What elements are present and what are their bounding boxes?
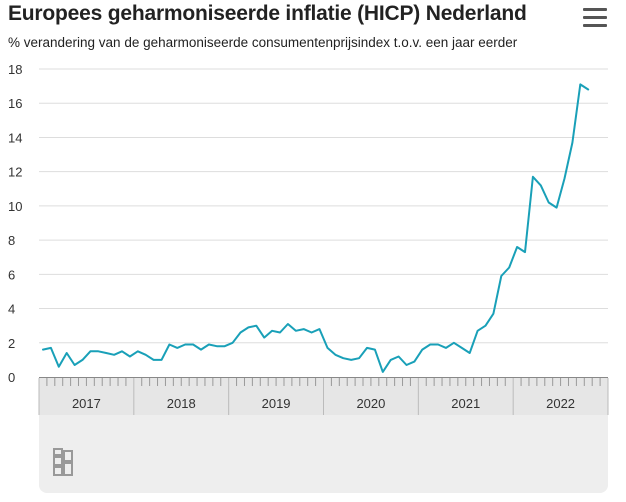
x-tick-label: 2017	[72, 396, 101, 411]
y-tick-label: 2	[8, 336, 15, 351]
y-tick-label: 6	[8, 267, 15, 282]
gridlines	[39, 68, 608, 344]
line-chart: 0 2 4 6 8 10 12 14 16 18 2017 2018 2019 2020 2021 2022	[8, 62, 609, 415]
y-tick-label: 4	[8, 302, 15, 317]
cbs-logo-icon	[53, 448, 73, 476]
y-tick-label: 10	[8, 199, 22, 214]
y-tick-label: 18	[8, 62, 22, 77]
series-layer	[42, 83, 590, 373]
x-axis-band: 2017 2018 2019 2020 2021 2022	[38, 377, 609, 415]
y-tick-label: 16	[8, 96, 22, 111]
menu-bar-bottom	[583, 24, 607, 27]
y-tick-label: 12	[8, 165, 22, 180]
menu-bar-top	[583, 8, 607, 11]
menu-bar-middle	[583, 16, 607, 19]
y-tick-label: 8	[8, 233, 15, 248]
hamburger-menu-icon[interactable]	[583, 8, 607, 30]
x-tick-label: 2022	[546, 396, 575, 411]
x-tick-label: 2019	[262, 396, 291, 411]
chart-subtitle: % verandering van de geharmoniseerde con…	[8, 35, 518, 50]
x-tick-label: 2021	[451, 396, 480, 411]
y-tick-label: 0	[8, 370, 15, 385]
chart-footer	[39, 415, 608, 493]
x-tick-label: 2020	[356, 396, 385, 411]
x-tick-label: 2018	[167, 396, 196, 411]
y-tick-label: 14	[8, 130, 22, 145]
y-axis-tick-labels: 0 2 4 6 8 10 12 14 16 18	[8, 62, 22, 385]
series-line	[42, 83, 590, 373]
page-title: Europees geharmoniseerde inflatie (HICP)…	[8, 2, 527, 25]
